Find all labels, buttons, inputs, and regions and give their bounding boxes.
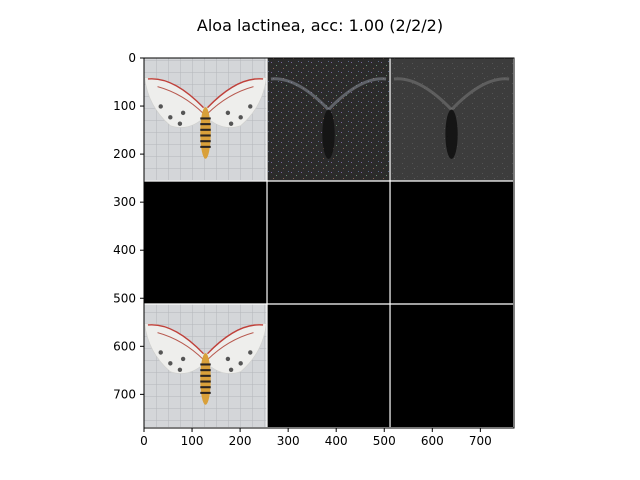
y-tick-label-500: 500 bbox=[113, 291, 136, 305]
tile-r0-c1 bbox=[267, 58, 391, 182]
x-tick-label-300: 300 bbox=[277, 434, 300, 448]
x-tick-label-600: 600 bbox=[421, 434, 444, 448]
tile-r1-c2 bbox=[390, 181, 514, 305]
chart-title: Aloa lactinea, acc: 1.00 (2/2/2) bbox=[196, 16, 444, 35]
x-tick-label-700: 700 bbox=[469, 434, 492, 448]
tile-r1-c1 bbox=[267, 181, 391, 305]
x-tick-label-200: 200 bbox=[229, 434, 252, 448]
x-tick-label-400: 400 bbox=[325, 434, 348, 448]
y-tick-label-100: 100 bbox=[113, 99, 136, 113]
tile-r2-c0 bbox=[144, 304, 268, 428]
tile-r0-c0 bbox=[144, 58, 268, 182]
y-tick-label-300: 300 bbox=[113, 195, 136, 209]
tile-r1-c0 bbox=[144, 181, 268, 305]
tile-r0-c2 bbox=[390, 58, 514, 182]
y-tick-label-400: 400 bbox=[113, 243, 136, 257]
axes-frame bbox=[143, 57, 515, 429]
tile-r2-c1 bbox=[267, 304, 391, 428]
y-tick-label-700: 700 bbox=[113, 387, 136, 401]
x-tick-label-500: 500 bbox=[373, 434, 396, 448]
y-tick-label-0: 0 bbox=[128, 51, 136, 65]
x-tick-label-0: 0 bbox=[140, 434, 148, 448]
y-tick-label-200: 200 bbox=[113, 147, 136, 161]
x-tick-label-100: 100 bbox=[181, 434, 204, 448]
y-tick-label-600: 600 bbox=[113, 339, 136, 353]
tile-r2-c2 bbox=[390, 304, 514, 428]
